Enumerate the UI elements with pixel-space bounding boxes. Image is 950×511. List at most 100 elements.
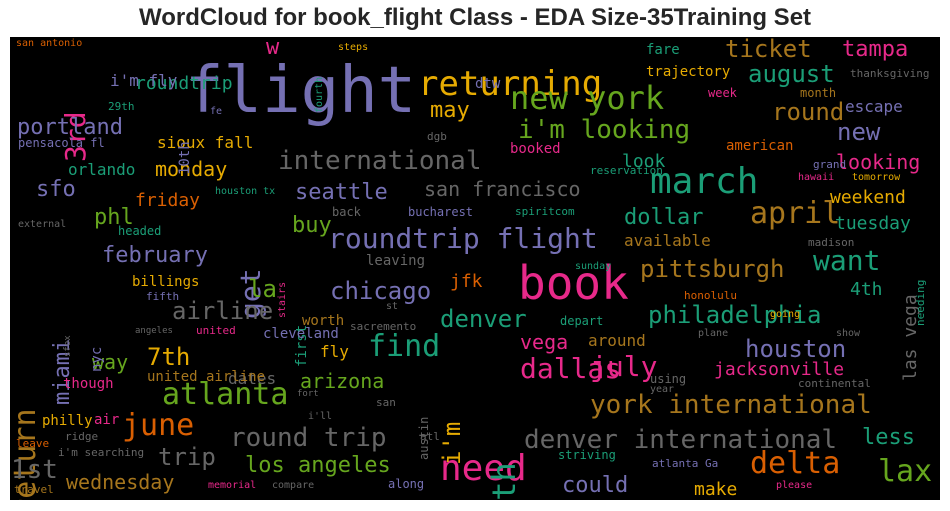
word-air: air (94, 412, 120, 428)
word-worth: worth (302, 313, 345, 329)
word-denver: denver (440, 305, 527, 333)
word-way: way (92, 350, 129, 374)
figure-title: WordCloud for book_flight Class - EDA Si… (138, 4, 812, 31)
word-march: march (650, 161, 759, 202)
word-escape: escape (845, 97, 903, 116)
word-united-airline: united airline (147, 369, 266, 385)
word-headed: headed (118, 224, 162, 238)
word-cloud-canvas: flight book returning march new york need roun… (10, 37, 940, 500)
word-angeles: angeles (135, 326, 173, 336)
word-sfox: sfox (63, 334, 73, 357)
word-5th: 5th (485, 461, 523, 500)
word-philly: philly (42, 413, 93, 429)
word-ridge: ridge (65, 430, 99, 443)
word-orlando: orlando (68, 160, 136, 179)
word-fe: fe (210, 106, 223, 117)
word-7th: 7th (147, 343, 191, 371)
word-houston-tx: houston tx (215, 186, 276, 197)
word-steps: steps (338, 42, 369, 53)
word-i-m-looking: i'm looking (518, 115, 691, 145)
word-madison: madison (808, 236, 855, 249)
word-available: available (624, 231, 711, 250)
word-tampa: tampa (842, 37, 909, 62)
word-week: week (708, 86, 737, 100)
word-along: along (388, 477, 425, 491)
word-airline: airline (172, 297, 274, 325)
word-i-m-searching: i'm searching (58, 446, 145, 459)
word-atl: atl (420, 430, 440, 443)
word-sfo: sfo (36, 177, 76, 202)
word-international: international (278, 146, 482, 176)
word-less: less (862, 425, 915, 450)
word-july: july (590, 350, 658, 383)
word-using: using (650, 372, 687, 386)
word-memorial: memorial (208, 480, 257, 491)
word-philadelphia: philadelphia (648, 301, 822, 329)
word-29th: 29th (108, 100, 135, 113)
word-look: look (622, 151, 666, 172)
word-ticket: ticket (725, 37, 812, 63)
word-going: going (770, 309, 801, 320)
word-around: around (588, 331, 646, 350)
word-honolulu: honolulu (684, 289, 737, 302)
word-trajectory: trajectory (646, 64, 731, 80)
word-san: san (376, 396, 396, 409)
word-could: could (562, 473, 629, 498)
word-round: round (772, 98, 845, 126)
word-10th: 10th (177, 140, 193, 175)
word-flight: flight (185, 54, 417, 128)
word-roundtrip: roundtrip (135, 73, 233, 94)
word-compare: compare (272, 480, 315, 491)
word-arizona: arizona (300, 369, 385, 393)
word-april: april (750, 196, 841, 231)
word-book: book (518, 256, 629, 310)
word-hawaii: hawaii (798, 172, 835, 183)
word-jacksonville: jacksonville (714, 359, 845, 380)
word-fourth: fourth (314, 76, 325, 113)
word-show: show (836, 328, 861, 339)
word-please: please (776, 480, 813, 491)
word-atlanta-ga: atlanta Ga (652, 457, 719, 470)
word-houston: houston (745, 335, 847, 363)
word-i-m: i'm (438, 421, 466, 466)
word-returning: returning (418, 64, 603, 104)
word-seattle: seattle (295, 180, 388, 205)
word-st: st (386, 301, 399, 312)
word-may: may (430, 98, 470, 123)
word-jfk: jfk (450, 271, 483, 292)
word-looking: looking (836, 150, 921, 174)
word-reservation: reservation (590, 164, 663, 177)
word-monday: monday (155, 157, 228, 181)
word-san-antonio: san antonio (16, 38, 83, 49)
word-fare: fare (646, 42, 680, 58)
word-york-international: york international (590, 390, 872, 420)
word-american: american (726, 138, 794, 154)
word-delta: delta (750, 446, 841, 481)
word-striving: striving (558, 448, 616, 462)
word-atlanta: atlanta (162, 377, 289, 412)
word-leave: leave (16, 437, 50, 450)
word-dates: dates (228, 369, 277, 388)
word-lax: lax (878, 454, 933, 489)
word-booked: booked (510, 141, 561, 157)
word-portland: portland (17, 115, 123, 140)
word-dollar: dollar (624, 205, 704, 230)
word-month: month (800, 86, 837, 100)
word-roundtrip-flight: roundtrip flight (328, 222, 598, 255)
word-weekend: weekend (830, 187, 906, 208)
word-tuesday: tuesday (835, 213, 911, 234)
word-stairs: stairs (277, 281, 288, 318)
word-new-york: new york (510, 79, 665, 117)
word-chicago: chicago (330, 277, 432, 305)
word-4th: 4th (850, 279, 883, 300)
word-nyc: nyc (89, 346, 105, 373)
word-need: need (440, 448, 527, 489)
word-travel: travel (14, 483, 54, 496)
word-dallas: dallas (520, 352, 622, 385)
word-bucharest: bucharest (408, 205, 474, 219)
word-external: external (18, 219, 67, 230)
word-fly: fly (320, 342, 349, 361)
word-find: find (368, 329, 441, 364)
word-la: la (248, 275, 277, 303)
word-billings: billings (132, 274, 200, 290)
